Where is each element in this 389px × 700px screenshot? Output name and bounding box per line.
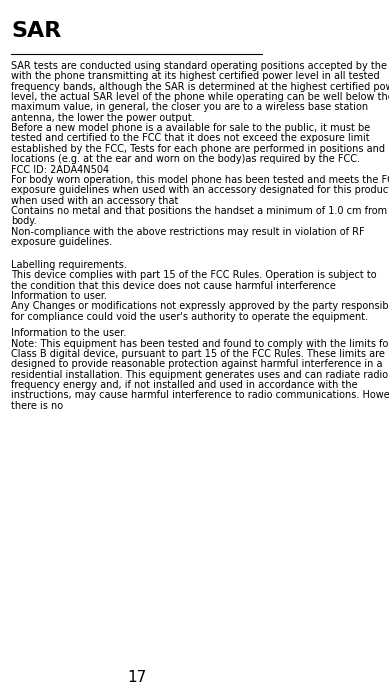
Text: Class B digital device, pursuant to part 15 of the FCC Rules. These limits are: Class B digital device, pursuant to part…: [11, 349, 385, 359]
Text: Labelling requirements.: Labelling requirements.: [11, 260, 127, 270]
Text: SAR tests are conducted using standard operating positions accepted by the FCC: SAR tests are conducted using standard o…: [11, 61, 389, 71]
Text: 17: 17: [127, 670, 146, 685]
Text: Information to the user.: Information to the user.: [11, 328, 126, 338]
Text: residential installation. This equipment generates uses and can radiate radio: residential installation. This equipment…: [11, 370, 388, 379]
Text: For body worn operation, this model phone has been tested and meets the FCC RF: For body worn operation, this model phon…: [11, 175, 389, 185]
Text: frequency energy and, if not installed and used in accordance with the: frequency energy and, if not installed a…: [11, 380, 357, 390]
Text: Before a new model phone is a available for sale to the public, it must be: Before a new model phone is a available …: [11, 123, 370, 133]
Text: Note: This equipment has been tested and found to comply with the limits for a: Note: This equipment has been tested and…: [11, 339, 389, 349]
Text: level, the actual SAR level of the phone while operating can be well below the: level, the actual SAR level of the phone…: [11, 92, 389, 102]
Text: locations (e.g. at the ear and worn on the body)as required by the FCC.: locations (e.g. at the ear and worn on t…: [11, 154, 360, 164]
Text: Information to user.: Information to user.: [11, 291, 107, 301]
Text: This device complies with part 15 of the FCC Rules. Operation is subject to: This device complies with part 15 of the…: [11, 270, 377, 280]
Text: Contains no metal and that positions the handset a minimum of 1.0 cm from the: Contains no metal and that positions the…: [11, 206, 389, 216]
Text: antenna, the lower the power output.: antenna, the lower the power output.: [11, 113, 194, 122]
Text: exposure guidelines when used with an accessory designated for this product or: exposure guidelines when used with an ac…: [11, 186, 389, 195]
Text: established by the FCC, Tests for each phone are performed in positions and: established by the FCC, Tests for each p…: [11, 144, 385, 154]
Text: frequency bands, although the SAR is determined at the highest certified power: frequency bands, although the SAR is det…: [11, 82, 389, 92]
Text: when used with an accessory that: when used with an accessory that: [11, 195, 178, 206]
Text: with the phone transmitting at its highest certified power level in all tested: with the phone transmitting at its highe…: [11, 71, 380, 81]
Text: SAR: SAR: [11, 21, 61, 41]
Text: designed to provide reasonable protection against harmful interference in a: designed to provide reasonable protectio…: [11, 359, 382, 370]
Text: for compliance could void the user's authority to operate the equipment.: for compliance could void the user's aut…: [11, 312, 368, 321]
Text: instructions, may cause harmful interference to radio communications. However,: instructions, may cause harmful interfer…: [11, 391, 389, 400]
Text: maximum value, in general, the closer you are to a wireless base station: maximum value, in general, the closer yo…: [11, 102, 368, 112]
Text: body.: body.: [11, 216, 37, 226]
Text: FCC ID: 2ADA4N504: FCC ID: 2ADA4N504: [11, 164, 109, 174]
Text: Any Changes or modifications not expressly approved by the party responsible: Any Changes or modifications not express…: [11, 301, 389, 312]
Text: exposure guidelines.: exposure guidelines.: [11, 237, 112, 247]
Text: the condition that this device does not cause harmful interference: the condition that this device does not …: [11, 281, 336, 290]
Text: Non-compliance with the above restrictions may result in violation of RF: Non-compliance with the above restrictio…: [11, 227, 364, 237]
Text: tested and certified to the FCC that it does not exceed the exposure limit: tested and certified to the FCC that it …: [11, 134, 370, 143]
Text: there is no: there is no: [11, 400, 63, 411]
